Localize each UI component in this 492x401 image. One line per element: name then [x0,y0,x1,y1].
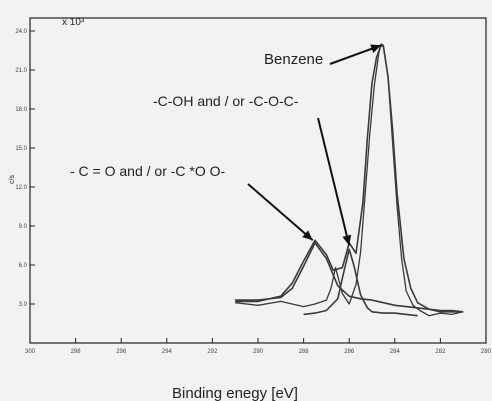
y-tick-label: 18.0 [15,107,27,113]
annotation-arrow-line [247,183,314,242]
annotation-benzene: Benzene [264,51,323,68]
y-tick-label: 15.0 [15,146,27,152]
x-tick-label: 296 [116,349,127,355]
annotation-arrow-head [302,230,313,241]
y-tick-label: 9.0 [19,224,28,230]
x-tick-label: 294 [162,349,173,355]
x-tick-label: 300 [25,349,36,355]
x-tick-label: 282 [435,349,446,355]
x-tick-label: 292 [207,349,218,355]
x-tick-label: 298 [71,349,82,355]
annotation-arrow-line [317,117,351,246]
annotation-arrow-head [370,44,382,53]
x-tick-label: 288 [299,349,310,355]
plot-frame [29,17,487,344]
y-tick-label: 6.0 [19,263,28,269]
annotation-c-oh: -C-OH and / or -C-O-C- [153,93,299,109]
y-tick-label: 3.0 [19,302,28,308]
spectrum-curves [235,43,464,317]
annotation-arrows [247,44,382,246]
x-tick-label: 284 [390,349,401,355]
axis-ticks: 300 298 296 294 292 290 288 286 284 282 280 3.0 6.0 9… [15,29,491,355]
annotation-c-o: - C = O and / or -C *O O- [70,163,226,179]
spectrum-series-1 [235,44,464,313]
x-tick-label: 286 [344,349,355,355]
spectrum-series-4 [235,43,464,317]
x-tick-label: 290 [253,349,264,355]
y-axis-label: c/s [9,175,16,184]
y-tick-label: 12.0 [15,185,27,191]
x-axis-label: Binding enegy [eV] [172,385,298,401]
x-tick-label: 280 [481,349,492,355]
y-multiplier-label: x 10³ [62,17,85,28]
plot-border [29,17,487,344]
spectrum-series-2 [235,242,464,313]
y-tick-label: 24.0 [15,29,27,35]
annotation-arrow-head [342,234,352,246]
y-tick-label: 21.0 [15,68,27,74]
